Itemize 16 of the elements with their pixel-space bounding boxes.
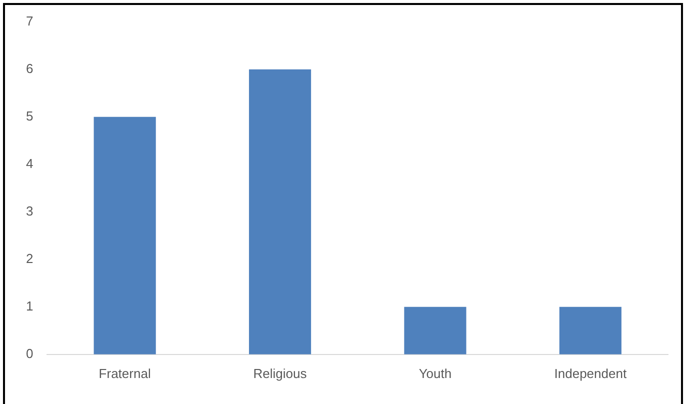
bar <box>559 306 622 354</box>
y-tick-label: 2 <box>26 250 34 266</box>
y-tick-label: 5 <box>26 108 34 124</box>
x-tick-label: Youth <box>418 366 452 381</box>
y-tick-label: 0 <box>26 346 34 361</box>
y-tick-label: 7 <box>26 13 34 28</box>
y-tick-label: 1 <box>26 298 34 314</box>
x-tick-label: Independent <box>554 366 627 381</box>
x-tick-label: Fraternal <box>98 366 151 381</box>
bar <box>94 116 156 354</box>
y-tick-label: 4 <box>26 156 34 171</box>
bar <box>248 69 312 354</box>
y-tick-label: 3 <box>26 203 34 218</box>
x-tick-label: Religious <box>253 366 308 381</box>
y-tick-label: 6 <box>26 60 34 76</box>
bar <box>404 306 466 354</box>
